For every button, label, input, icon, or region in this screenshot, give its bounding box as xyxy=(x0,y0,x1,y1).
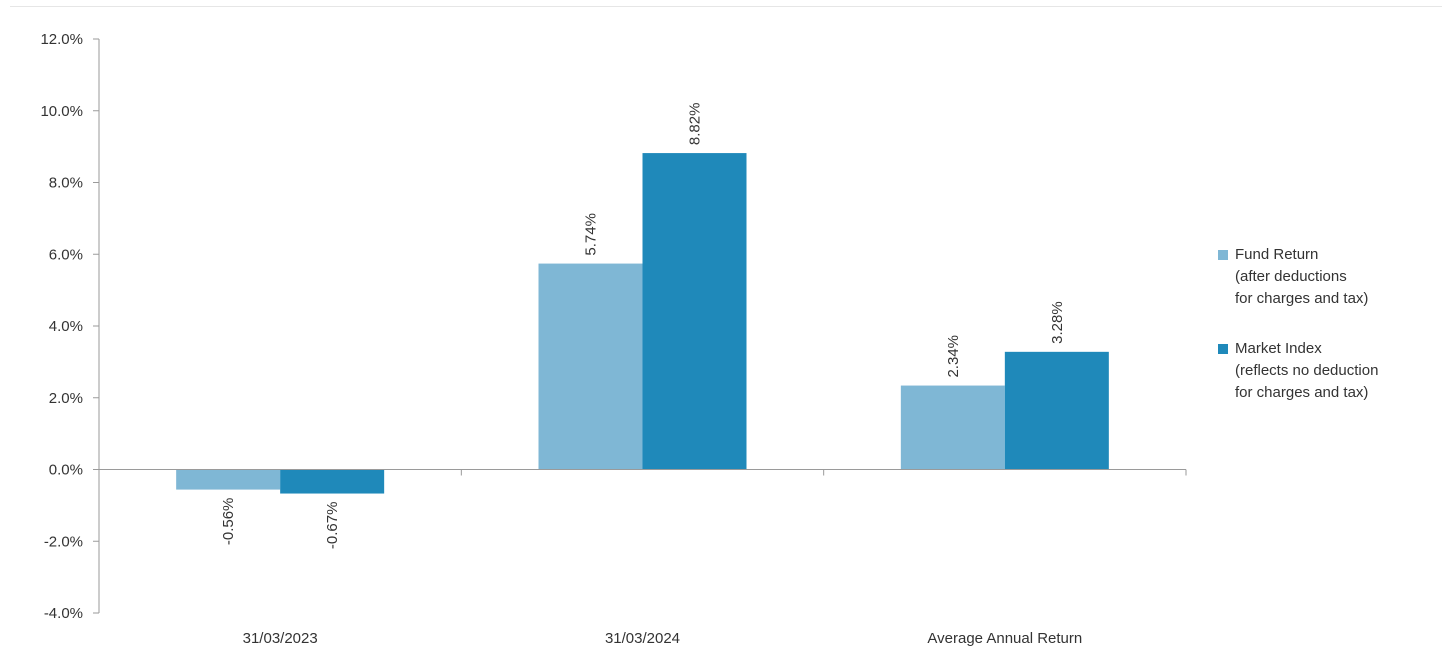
bar-market-index xyxy=(1004,351,1109,470)
y-tick-label: 12.0% xyxy=(40,31,83,48)
x-tick-label: Average Annual Return xyxy=(927,630,1082,647)
legend-item-market-index[interactable]: Market Index (reflects no deduction for … xyxy=(1218,338,1443,404)
top-divider xyxy=(10,6,1442,7)
x-tick-label: 31/03/2023 xyxy=(243,630,318,647)
data-label: 3.28% xyxy=(1049,301,1066,344)
bar-fund-return xyxy=(176,469,281,490)
y-tick-label: 4.0% xyxy=(49,318,83,335)
legend-label-fund-return: Fund Return (after deductions for charge… xyxy=(1235,246,1369,307)
bar-fund-return xyxy=(538,263,643,470)
bar-market-index xyxy=(280,469,385,494)
chart-legend: Fund Return (after deductions for charge… xyxy=(1218,244,1443,432)
legend-label-market-index: Market Index (reflects no deduction for … xyxy=(1235,340,1379,401)
legend-swatch-fund-return xyxy=(1218,250,1228,260)
y-tick-label: 10.0% xyxy=(40,103,83,120)
legend-item-fund-return[interactable]: Fund Return (after deductions for charge… xyxy=(1218,244,1443,310)
bar-fund-return xyxy=(900,385,1005,470)
y-tick-label: 8.0% xyxy=(49,175,83,192)
y-tick-label: 2.0% xyxy=(49,390,83,407)
legend-swatch-market-index xyxy=(1218,344,1228,354)
y-tick-label: 6.0% xyxy=(49,246,83,263)
data-label: 2.34% xyxy=(945,335,962,378)
data-label: -0.67% xyxy=(324,502,341,550)
data-label: -0.56% xyxy=(220,498,237,546)
bar-market-index xyxy=(642,153,747,470)
data-label: 8.82% xyxy=(687,103,704,146)
data-label: 5.74% xyxy=(583,213,600,256)
y-tick-label: -2.0% xyxy=(44,533,83,550)
y-tick-label: -4.0% xyxy=(44,605,83,622)
y-tick-label: 0.0% xyxy=(49,462,83,479)
x-tick-label: 31/03/2024 xyxy=(605,630,680,647)
